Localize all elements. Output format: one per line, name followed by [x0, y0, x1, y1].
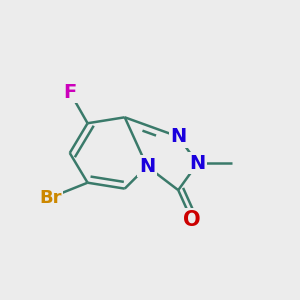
Text: N: N	[139, 157, 155, 176]
Text: N: N	[170, 127, 186, 146]
Text: Br: Br	[39, 189, 62, 207]
Text: N: N	[189, 154, 206, 173]
Text: O: O	[183, 210, 200, 230]
Text: F: F	[63, 82, 76, 101]
